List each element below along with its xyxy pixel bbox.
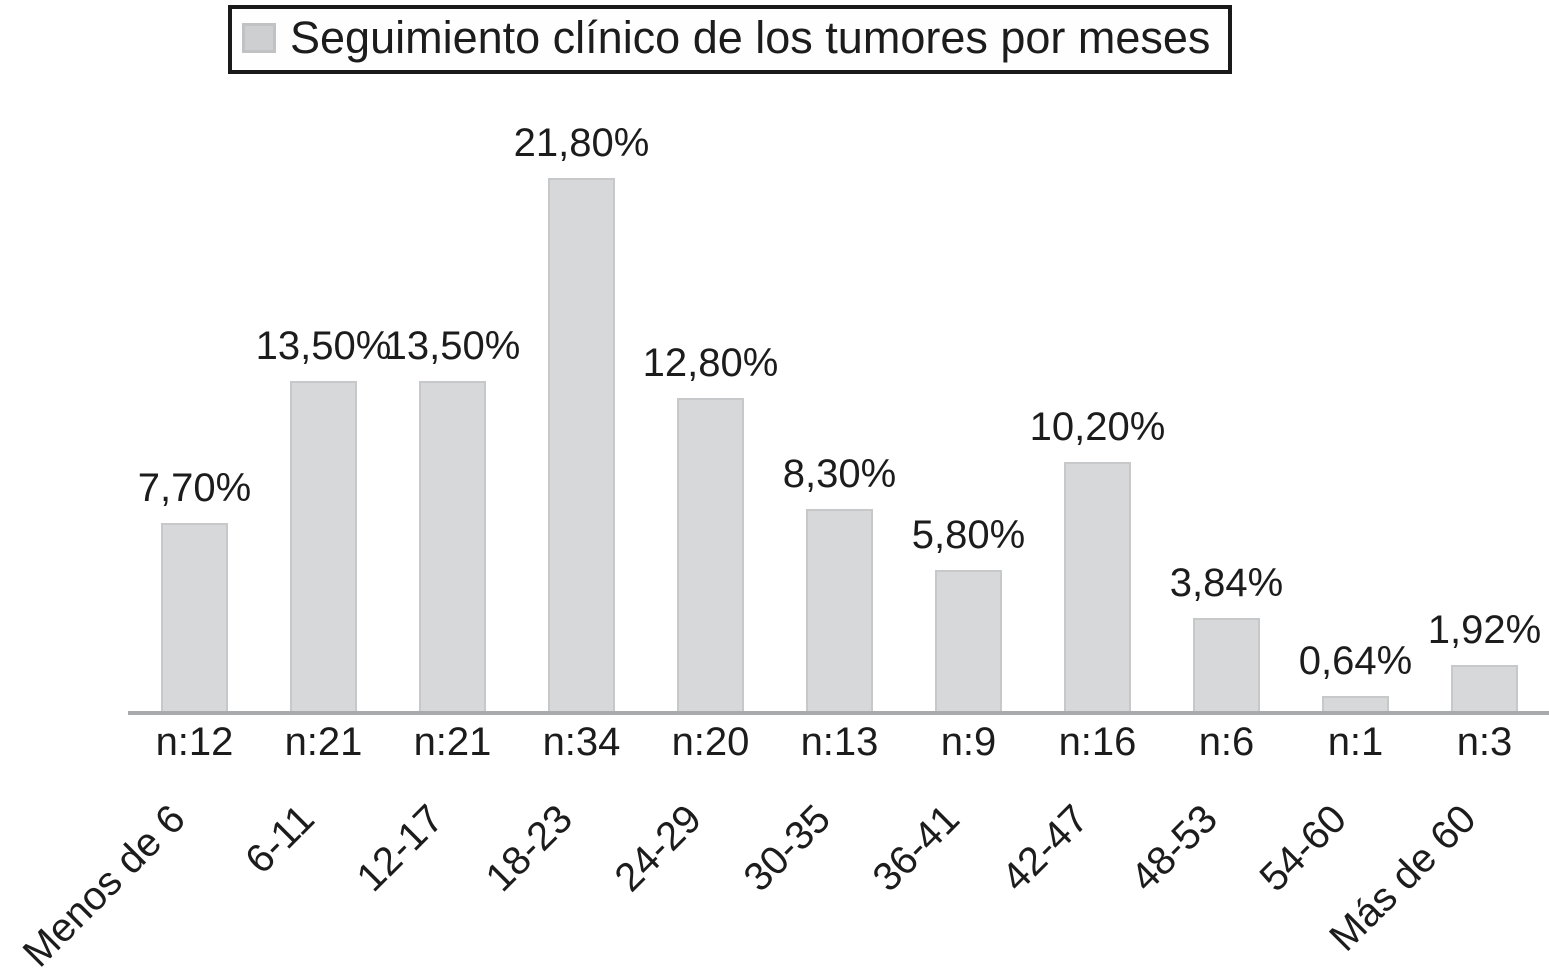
bar — [806, 509, 873, 712]
value-label: 13,50% — [384, 324, 521, 368]
count-labels-row: n:12 n:21 n:21 n:34 n:20 n:13 n:9 n:16 n… — [130, 722, 1549, 762]
value-label: 10,20% — [1029, 405, 1166, 449]
bar — [290, 381, 357, 712]
legend-box: Seguimiento clínico de los tumores por m… — [228, 5, 1233, 75]
value-label: 1,92% — [1427, 608, 1542, 652]
bar-column: 13,50% — [256, 0, 391, 712]
value-label: 12,80% — [642, 341, 779, 385]
count-label: n:16 — [1058, 720, 1137, 764]
count-label: n:20 — [671, 720, 750, 764]
bar — [548, 178, 615, 712]
category-label: 6-11 — [237, 796, 324, 883]
x-axis-line — [128, 711, 1549, 715]
count-label: n:1 — [1327, 720, 1384, 764]
category-label: 24-29 — [606, 796, 711, 901]
bar-column: 7,70% — [130, 0, 259, 712]
bar-column: 0,64% — [1291, 0, 1420, 712]
bar — [1064, 462, 1131, 712]
bar — [419, 381, 486, 712]
value-label: 21,80% — [513, 121, 650, 165]
bar — [677, 398, 744, 712]
count-label: n:6 — [1198, 720, 1255, 764]
category-label: 54-60 — [1251, 796, 1356, 901]
bar-column: 10,20% — [1030, 0, 1165, 712]
category-label: 12-17 — [348, 796, 453, 901]
plot-area: 7,70% 13,50% 13,50% 21,80% 12,80% 8,30% … — [130, 0, 1549, 712]
category-label: 18-23 — [477, 796, 582, 901]
count-label: n:9 — [940, 720, 997, 764]
count-label: n:12 — [155, 720, 234, 764]
value-label: 5,80% — [911, 513, 1026, 557]
category-label: 48-53 — [1122, 796, 1227, 901]
count-label: n:21 — [413, 720, 492, 764]
value-label: 8,30% — [782, 452, 897, 496]
value-label: 7,70% — [137, 466, 252, 510]
bar-column: 8,30% — [775, 0, 904, 712]
value-label: 3,84% — [1169, 561, 1284, 605]
category-labels-row: Menos de 6 6-11 12-17 18-23 24-29 30-35 … — [15, 796, 1549, 976]
chart-title: Seguimiento clínico de los tumores por m… — [290, 12, 1211, 63]
bar — [1451, 665, 1518, 712]
value-label: 13,50% — [255, 324, 392, 368]
bar-column: 3,84% — [1162, 0, 1291, 712]
bar — [1322, 696, 1389, 712]
bar-column: 5,80% — [904, 0, 1033, 712]
count-label: n:21 — [284, 720, 363, 764]
bar — [935, 570, 1002, 712]
value-label: 0,64% — [1298, 639, 1413, 683]
bar-column: 1,92% — [1420, 0, 1549, 712]
bar-column: 13,50% — [385, 0, 520, 712]
bar-column: 12,80% — [643, 0, 778, 712]
category-label: Menos de 6 — [15, 796, 195, 976]
bar — [1193, 618, 1260, 712]
bar-column: 21,80% — [514, 0, 649, 712]
count-label: n:34 — [542, 720, 621, 764]
count-label: n:3 — [1456, 720, 1513, 764]
count-label: n:13 — [800, 720, 879, 764]
category-label: 36-41 — [864, 796, 969, 901]
category-label: 42-47 — [993, 796, 1098, 901]
bar — [161, 523, 228, 712]
legend-swatch-icon — [242, 22, 276, 53]
category-label: 30-35 — [735, 796, 840, 901]
